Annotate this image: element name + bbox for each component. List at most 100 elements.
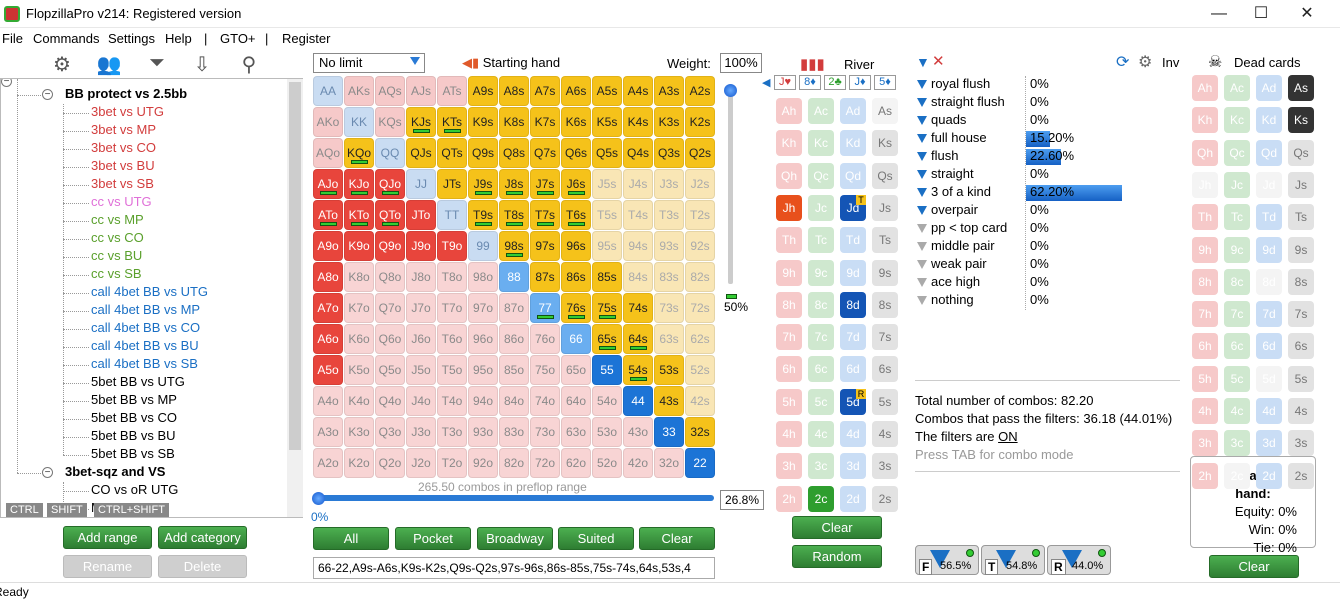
- filter-row[interactable]: overpair: [917, 202, 978, 220]
- hand-cell[interactable]: 72s: [685, 293, 715, 323]
- dead-card-button[interactable]: Ts: [1288, 204, 1314, 231]
- hand-cell[interactable]: K9o: [344, 231, 374, 261]
- hand-cell[interactable]: 22: [685, 448, 715, 478]
- hand-cell[interactable]: Q9o: [375, 231, 405, 261]
- hand-cell[interactable]: 73o: [530, 417, 560, 447]
- tree-item[interactable]: cc vs UTG: [91, 194, 152, 209]
- hand-cell[interactable]: 95s: [592, 231, 622, 261]
- board-card-button[interactable]: 8h: [776, 291, 802, 318]
- hand-cell[interactable]: AA: [313, 76, 343, 106]
- board-card-button[interactable]: Qc: [808, 162, 834, 189]
- minimize-button[interactable]: —: [1211, 5, 1227, 22]
- hand-cell[interactable]: Q5s: [592, 138, 622, 168]
- tree-item[interactable]: CO vs oR UTG: [91, 482, 179, 497]
- hand-cell[interactable]: J4s: [623, 169, 653, 199]
- dead-card-button[interactable]: Ah: [1192, 75, 1218, 101]
- dead-card-button[interactable]: Qd: [1256, 139, 1282, 166]
- select-broadway-button[interactable]: Broadway: [477, 527, 553, 550]
- board-card-button[interactable]: Td: [840, 227, 866, 254]
- hand-cell[interactable]: 92s: [685, 231, 715, 261]
- board-card-button[interactable]: Kd: [840, 130, 866, 157]
- hand-cell[interactable]: 92o: [468, 448, 498, 478]
- hand-cell[interactable]: 63o: [561, 417, 591, 447]
- hand-cell[interactable]: T4o: [437, 386, 467, 416]
- select-pocket-button[interactable]: Pocket: [395, 527, 471, 550]
- clear-filters-icon[interactable]: ✕: [932, 53, 945, 70]
- tree-category[interactable]: 3bet-sqz and VS: [65, 464, 166, 479]
- board-card-button[interactable]: 3s: [872, 453, 898, 480]
- tree-item[interactable]: 5bet BB vs UTG: [91, 374, 185, 389]
- hand-cell[interactable]: T6o: [437, 324, 467, 354]
- hand-cell[interactable]: QTs: [437, 138, 467, 168]
- hand-cell[interactable]: J3s: [654, 169, 684, 199]
- dead-card-button[interactable]: 9d: [1256, 236, 1282, 263]
- hand-cell[interactable]: Q8o: [375, 262, 405, 292]
- maximize-button[interactable]: ☐: [1253, 5, 1269, 22]
- hand-cell[interactable]: T3s: [654, 200, 684, 230]
- hand-cell[interactable]: A5s: [592, 76, 622, 106]
- filter-row[interactable]: royal flush: [917, 76, 990, 94]
- tree-item[interactable]: 5bet BB vs BU: [91, 428, 176, 443]
- hand-cell[interactable]: 96s: [561, 231, 591, 261]
- expander-icon[interactable]: −: [42, 467, 53, 478]
- board-card-button[interactable]: Qs: [872, 162, 898, 189]
- weight-slider-track[interactable]: [728, 88, 733, 284]
- board-card-button[interactable]: Jh: [776, 194, 802, 221]
- dead-card-button[interactable]: 5h: [1192, 365, 1218, 392]
- hand-cell[interactable]: 87o: [499, 293, 529, 323]
- hand-cell[interactable]: QQ: [375, 138, 405, 168]
- hand-cell[interactable]: T6s: [561, 200, 591, 230]
- board-card-button[interactable]: Js: [872, 194, 898, 221]
- hand-cell[interactable]: J7o: [406, 293, 436, 323]
- hand-cell[interactable]: Q7o: [375, 293, 405, 323]
- hand-cell[interactable]: A6s: [561, 76, 591, 106]
- hand-cell[interactable]: K9s: [468, 107, 498, 137]
- dead-card-button[interactable]: As: [1288, 75, 1314, 101]
- hand-cell[interactable]: J6o: [406, 324, 436, 354]
- hand-cell[interactable]: 42s: [685, 386, 715, 416]
- filter-row[interactable]: 3 of a kind: [917, 184, 991, 202]
- dead-card-button[interactable]: 7h: [1192, 301, 1218, 328]
- hand-cell[interactable]: Q6o: [375, 324, 405, 354]
- hand-cell[interactable]: 97s: [530, 231, 560, 261]
- board-card-button[interactable]: 5h: [776, 388, 802, 415]
- hand-cell[interactable]: A5o: [313, 355, 343, 385]
- hand-cell[interactable]: K7s: [530, 107, 560, 137]
- chevron-down-icon[interactable]: [410, 57, 420, 65]
- hand-cell[interactable]: 76s: [561, 293, 591, 323]
- hand-cell[interactable]: 96o: [468, 324, 498, 354]
- hand-cell[interactable]: K8o: [344, 262, 374, 292]
- tree-item[interactable]: cc vs SB: [91, 266, 142, 281]
- board-card-button[interactable]: 6d: [840, 356, 866, 383]
- filter-row[interactable]: straight flush: [917, 94, 1005, 112]
- board-random-button[interactable]: Random: [792, 545, 882, 568]
- add-category-button[interactable]: Add category: [158, 526, 247, 549]
- menu-gtoplus[interactable]: GTO+: [220, 31, 256, 46]
- dead-card-button[interactable]: 5d: [1256, 365, 1282, 392]
- dead-card-button[interactable]: 3d: [1256, 430, 1282, 457]
- tree-item[interactable]: 5bet BB vs SB: [91, 446, 175, 461]
- hand-cell[interactable]: Q6s: [561, 138, 591, 168]
- dead-clear-button[interactable]: Clear: [1209, 555, 1299, 578]
- board-card-button[interactable]: Tc: [808, 227, 834, 254]
- tree-item[interactable]: 3bet vs BU: [91, 158, 155, 173]
- hand-cell[interactable]: QJo: [375, 169, 405, 199]
- hand-cell[interactable]: K5s: [592, 107, 622, 137]
- hand-cell[interactable]: T9o: [437, 231, 467, 261]
- hand-cell[interactable]: Q2s: [685, 138, 715, 168]
- delete-button[interactable]: Delete: [158, 555, 247, 578]
- filter-row[interactable]: middle pair: [917, 238, 995, 256]
- hand-cell[interactable]: 62s: [685, 324, 715, 354]
- board-card-button[interactable]: Ah: [776, 98, 802, 124]
- filter-row[interactable]: nothing: [917, 292, 974, 310]
- dead-card-button[interactable]: 4s: [1288, 398, 1314, 424]
- board-card-button[interactable]: 5s: [872, 388, 898, 415]
- hand-cell[interactable]: 53s: [654, 355, 684, 385]
- hand-cell[interactable]: A7s: [530, 76, 560, 106]
- filter-funnel-icon[interactable]: [917, 134, 927, 144]
- board-card-button[interactable]: Ks: [872, 130, 898, 157]
- hand-cell[interactable]: Q2o: [375, 448, 405, 478]
- filter-row[interactable]: quads: [917, 112, 966, 130]
- tree-item[interactable]: 5bet BB vs MP: [91, 392, 177, 407]
- board-card-button[interactable]: 6h: [776, 356, 802, 383]
